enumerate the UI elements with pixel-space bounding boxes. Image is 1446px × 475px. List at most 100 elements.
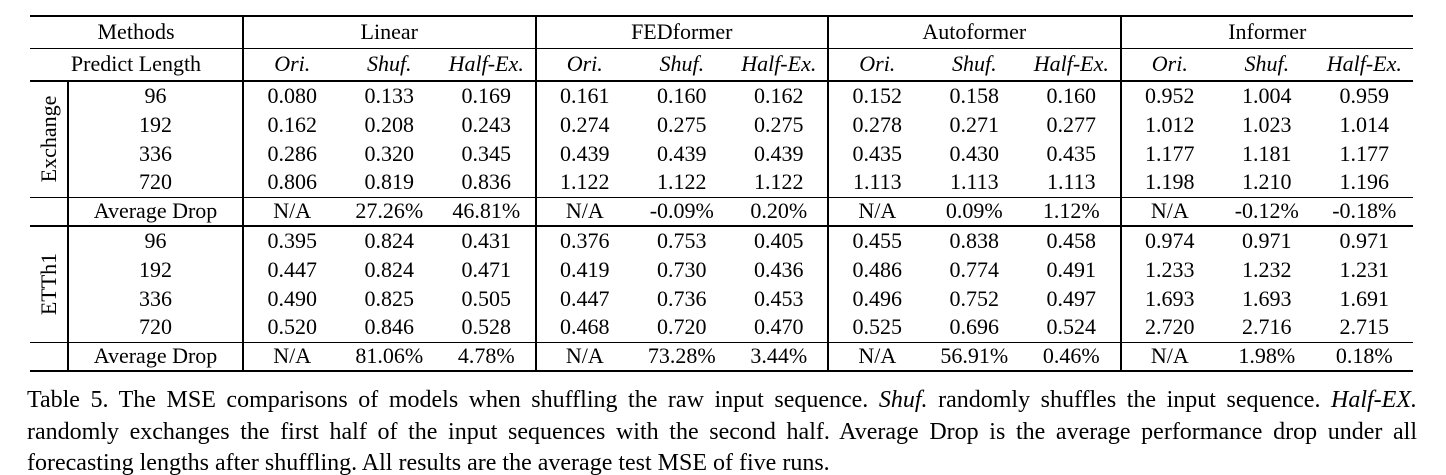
mse-value-cell: 0.277 (1046, 111, 1097, 137)
dataset-label-spacer (30, 341, 69, 372)
average-drop-value-cell: N/A (242, 196, 341, 227)
mse-value-cell: 0.286 (242, 139, 341, 168)
mse-value-cell: 0.419 (534, 255, 634, 284)
average-drop-value-cell: 73.28% (633, 341, 731, 372)
table-row: 192 0.447 0.824 0.471 0.419 0.730 0.436 0.486 0.… (30, 255, 1413, 284)
mse-value-cell: 0.952 (1119, 81, 1219, 110)
page: Methods Linear FEDformer Autoformer Info… (0, 15, 1446, 475)
caption-text: randomly shuffles the input sequence. (927, 387, 1332, 413)
subheader-ori: Ori. (534, 48, 634, 82)
mse-value-cell: 0.274 (534, 110, 634, 139)
mse-value-cell: 1.693 (1119, 284, 1219, 313)
average-drop-value-cell: 1.98% (1218, 341, 1316, 372)
mse-value-cell: 1.113 (949, 169, 999, 195)
subheader-shuf: Shuf. (1218, 48, 1316, 82)
mse-value-cell: 0.405 (754, 228, 804, 253)
predict-length-cell: 336 (139, 140, 172, 166)
average-drop-value-cell: N/A (534, 196, 634, 227)
mse-value-cell: 0.430 (949, 140, 1000, 166)
mse-value-cell: 0.133 (364, 83, 415, 108)
subheader-ori: Ori. (1119, 48, 1219, 82)
mse-value-cell: 0.275 (657, 111, 707, 137)
mse-value-cell: 1.233 (1119, 255, 1219, 284)
dataset-label-text: Exchange (35, 95, 61, 183)
predict-length-cell: 336 (139, 285, 172, 311)
mse-value-cell: 1.693 (1242, 285, 1292, 311)
caption-text: Table 5. The MSE comparisons of models w… (27, 387, 879, 413)
mse-value-cell: 0.806 (242, 168, 341, 197)
model-header-fedformer: FEDformer (534, 15, 829, 49)
mse-value-cell: 0.431 (461, 228, 512, 253)
mse-value-cell: 0.152 (827, 81, 926, 110)
subheader-shuf: Shuf. (340, 48, 438, 82)
mse-value-cell: 0.470 (754, 314, 804, 340)
mse-value-cell: 0.471 (461, 256, 512, 282)
predict-length-cell: 96 (144, 83, 167, 108)
mse-value-cell: 0.824 (364, 256, 415, 282)
caption-half-ex-term: Half-EX. (1331, 387, 1417, 413)
mse-value-cell: 0.497 (1046, 285, 1097, 311)
average-drop-label: Average Drop (68, 341, 243, 372)
subheader-shuf: Shuf. (633, 48, 731, 82)
mse-value-cell: 0.243 (461, 111, 512, 137)
mse-value-cell: 0.160 (657, 83, 707, 108)
mse-value-cell: 0.520 (242, 313, 341, 342)
mse-value-cell: 0.720 (657, 314, 707, 340)
mse-value-cell: 0.162 (242, 110, 341, 139)
model-header-linear: Linear (242, 15, 536, 49)
methods-header: Methods (30, 15, 243, 49)
mse-value-cell: 0.208 (364, 111, 415, 137)
average-drop-value-cell: N/A (1119, 196, 1219, 227)
mse-value-cell: 1.012 (1119, 110, 1219, 139)
mse-value-cell: 0.490 (242, 284, 341, 313)
predict-length-cell: 96 (144, 228, 167, 253)
dataset-label-etth1: ETTh1 (30, 226, 69, 342)
caption-text: randomly exchanges the first half of the… (27, 418, 1417, 475)
average-drop-value-cell: N/A (827, 196, 926, 227)
mse-value-cell: 0.524 (1046, 314, 1097, 340)
average-drop-value-cell: 27.26% (340, 196, 438, 227)
mse-value-cell: 0.824 (364, 228, 415, 253)
subheader-half-ex: Half-Ex. (1023, 48, 1121, 82)
mse-value-cell: 0.435 (827, 139, 926, 168)
mse-value-cell: 0.496 (827, 284, 926, 313)
predict-length-cell: 720 (139, 314, 172, 340)
mse-value-cell: 0.169 (461, 83, 512, 108)
mse-value-cell: 0.439 (534, 139, 634, 168)
average-drop-row: Average Drop N/A 81.06% 4.78% N/A 73.28% 3.44%… (30, 341, 1414, 372)
mse-value-cell: 1.122 (657, 169, 707, 195)
mse-value-cell: 0.453 (754, 285, 804, 311)
mse-value-cell: 1.014 (1339, 111, 1390, 137)
mse-value-cell: 0.838 (949, 228, 1000, 253)
mse-value-cell: 0.161 (534, 81, 634, 110)
average-drop-value-cell: 56.91% (925, 341, 1024, 372)
mse-value-cell: 0.730 (657, 256, 707, 282)
mse-value-cell: 0.971 (1242, 228, 1292, 253)
subheader-shuf: Shuf. (925, 48, 1024, 82)
average-drop-value-cell: 81.06% (340, 341, 438, 372)
mse-value-cell: 0.959 (1339, 83, 1390, 108)
mse-value-cell: 0.275 (754, 111, 804, 137)
predict-length-cell: 720 (139, 169, 172, 195)
mse-value-cell: 1.177 (1119, 139, 1219, 168)
mse-value-cell: 0.458 (1046, 228, 1097, 253)
mse-value-cell: 0.345 (461, 140, 512, 166)
mse-value-cell: 0.455 (827, 226, 926, 255)
mse-value-cell: 0.439 (657, 140, 707, 166)
mse-value-cell: 1.198 (1119, 168, 1219, 197)
subheader-ori: Ori. (827, 48, 926, 82)
mse-value-cell: 0.162 (754, 83, 804, 108)
table-row: 336 0.490 0.825 0.505 0.447 0.736 0.453 0.496 0.… (30, 284, 1413, 313)
mse-value-cell: 1.122 (534, 168, 634, 197)
table-row: Exchange 96 0.080 0.133 0.169 0.161 0.160 0.162… (30, 81, 1413, 197)
mse-value-cell: 0.752 (949, 285, 1000, 311)
table-row: 720 0.520 0.846 0.528 0.468 0.720 0.470 0.525 0.… (30, 313, 1413, 342)
mse-value-cell: 0.971 (1339, 228, 1390, 253)
predict-length-cell: 192 (139, 111, 172, 137)
mse-value-cell: 0.278 (827, 110, 926, 139)
mse-value-cell: 0.486 (827, 255, 926, 284)
average-drop-value-cell: 0.18% (1315, 341, 1414, 372)
table-row: 336 0.286 0.320 0.345 0.439 0.439 0.439 0.435 0.… (30, 139, 1413, 168)
average-drop-value-cell: 4.78% (438, 341, 536, 372)
mse-value-cell: 0.774 (949, 256, 1000, 282)
